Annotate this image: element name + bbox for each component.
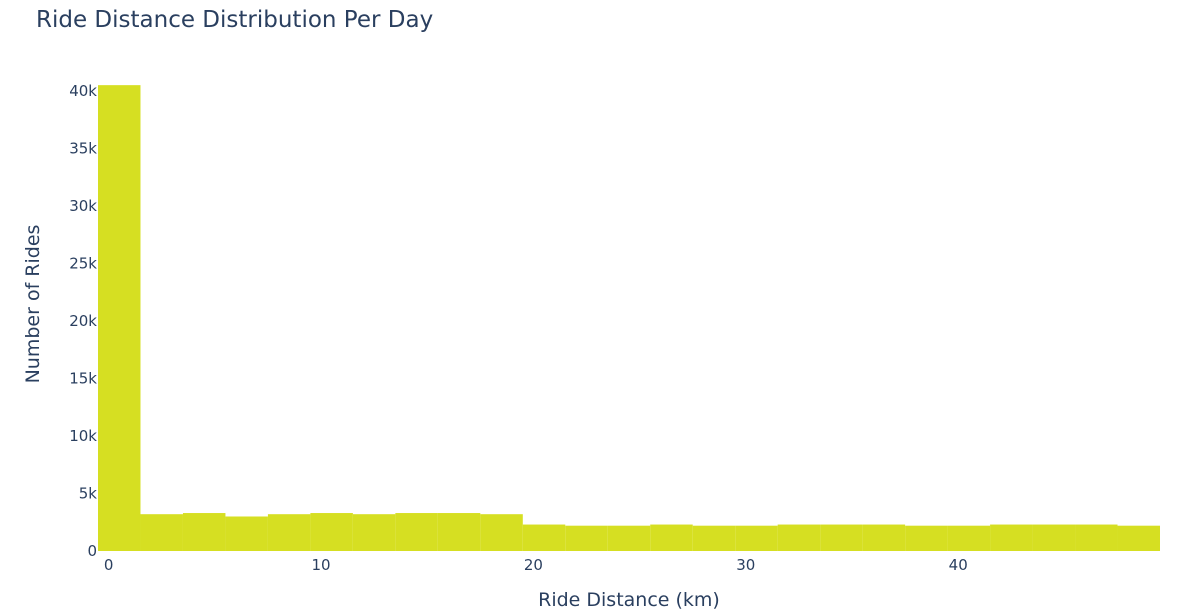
histogram-bar [1075,524,1118,551]
y-tick-label: 40k [69,82,97,100]
histogram-bar [522,524,566,551]
y-tick-label: 20k [69,312,97,330]
histogram-bar [225,516,268,551]
x-tick-label: 20 [524,556,543,574]
histogram-bar [947,525,991,551]
y-tick-label: 15k [69,369,97,387]
histogram-bar [990,524,1033,551]
histogram-bar [905,525,948,551]
histogram-bar [862,524,906,551]
histogram-bar [267,514,311,551]
y-tick-label: 5k [79,484,98,502]
histogram-bar [1032,524,1076,551]
y-axis-title: Number of Rides [22,225,44,384]
y-tick-label: 35k [69,139,97,157]
chart-title: Ride Distance Distribution Per Day [36,7,433,33]
histogram-bar [607,525,651,551]
histogram-bar [98,85,141,552]
x-tick-label: 40 [949,556,968,574]
bars-group [98,85,1160,552]
histogram-bar [650,524,693,551]
histogram-bar [352,514,396,551]
histogram-bar [480,514,523,551]
histogram-bar [395,513,438,551]
histogram-bar [565,525,608,551]
x-axis: 0 10 20 30 40 [104,556,968,574]
histogram-bar [1117,525,1160,551]
histogram-bar [777,524,821,551]
x-tick-label: 0 [104,556,114,574]
x-axis-title: Ride Distance (km) [538,589,720,611]
histogram-bar [735,525,778,551]
histogram-bar [310,513,353,551]
y-axis: 0 5k 10k 15k 20k 25k 30k 35k 40k [69,82,97,560]
y-tick-label: 30k [69,197,97,215]
histogram-bar [182,513,226,551]
histogram-bar [692,525,736,551]
y-tick-label: 0 [87,542,97,560]
histogram-bar [140,514,183,551]
x-tick-label: 30 [736,556,755,574]
x-tick-label: 10 [311,556,330,574]
y-tick-label: 25k [69,254,97,272]
histogram-bar [820,524,863,551]
y-tick-label: 10k [69,427,97,445]
histogram-bar [437,513,481,551]
